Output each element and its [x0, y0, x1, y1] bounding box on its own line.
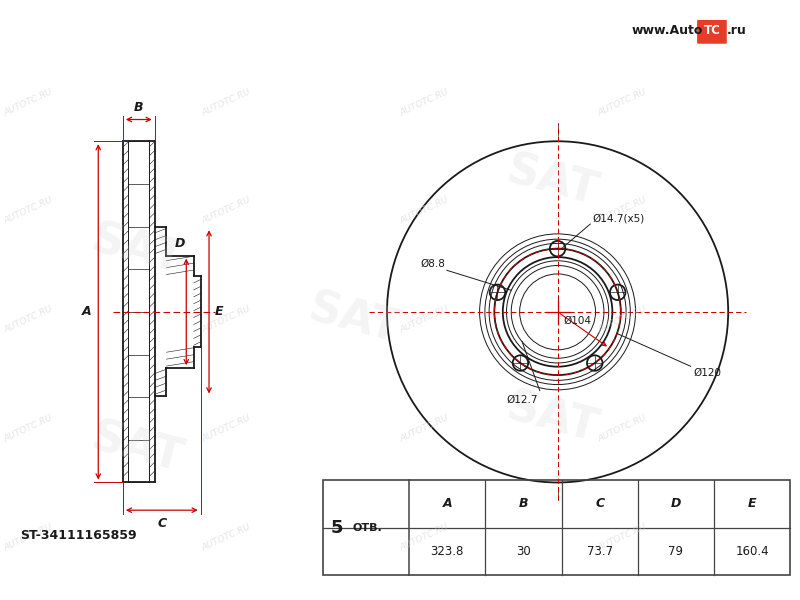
- Text: Ø8.8: Ø8.8: [420, 259, 445, 268]
- Text: E: E: [748, 497, 756, 511]
- Text: TC: TC: [703, 25, 720, 37]
- Text: AUTOTC.RU: AUTOTC.RU: [200, 87, 252, 118]
- Text: 5: 5: [331, 518, 343, 536]
- Text: SAT: SAT: [304, 287, 406, 353]
- Text: www.Auto: www.Auto: [632, 25, 703, 37]
- Text: AUTOTC.RU: AUTOTC.RU: [596, 196, 648, 226]
- Text: AUTOTC.RU: AUTOTC.RU: [596, 413, 648, 444]
- Text: AUTOTC.RU: AUTOTC.RU: [2, 196, 54, 226]
- Text: AUTOTC.RU: AUTOTC.RU: [2, 413, 54, 444]
- Text: AUTOTC.RU: AUTOTC.RU: [2, 522, 54, 553]
- Text: AUTOTC.RU: AUTOTC.RU: [596, 522, 648, 553]
- Text: AUTOTC.RU: AUTOTC.RU: [2, 87, 54, 118]
- Text: AUTOTC.RU: AUTOTC.RU: [398, 522, 450, 553]
- Text: AUTOTC.RU: AUTOTC.RU: [398, 87, 450, 118]
- Text: D: D: [670, 497, 681, 511]
- Text: SAT: SAT: [86, 416, 188, 481]
- Text: Ø104: Ø104: [563, 316, 591, 326]
- Text: ST-34111165859: ST-34111165859: [20, 529, 137, 542]
- Text: AUTOTC.RU: AUTOTC.RU: [2, 305, 54, 335]
- Text: AUTOTC.RU: AUTOTC.RU: [596, 87, 648, 118]
- Text: Ø14.7(x5): Ø14.7(x5): [592, 213, 645, 223]
- Text: D: D: [175, 237, 186, 250]
- FancyBboxPatch shape: [697, 20, 726, 44]
- Text: ОТВ.: ОТВ.: [353, 523, 382, 533]
- Text: AUTOTC.RU: AUTOTC.RU: [200, 305, 252, 335]
- Text: 79: 79: [668, 545, 683, 558]
- Text: .ru: .ru: [726, 25, 746, 37]
- Text: AUTOTC.RU: AUTOTC.RU: [596, 305, 648, 335]
- Text: A: A: [82, 305, 91, 319]
- Text: 30: 30: [516, 545, 531, 558]
- Text: AUTOTC.RU: AUTOTC.RU: [200, 522, 252, 553]
- Text: A: A: [442, 497, 452, 511]
- Text: AUTOTC.RU: AUTOTC.RU: [398, 305, 450, 335]
- Text: Ø12.7: Ø12.7: [506, 395, 538, 404]
- Text: B: B: [518, 497, 528, 511]
- Bar: [323, 480, 790, 575]
- Text: AUTOTC.RU: AUTOTC.RU: [200, 196, 252, 226]
- Text: 160.4: 160.4: [735, 545, 769, 558]
- Text: 323.8: 323.8: [430, 545, 464, 558]
- Text: C: C: [158, 517, 166, 530]
- Text: AUTOTC.RU: AUTOTC.RU: [200, 413, 252, 444]
- Text: C: C: [595, 497, 604, 511]
- Text: SAT: SAT: [502, 386, 603, 452]
- Text: E: E: [215, 305, 223, 319]
- Text: SAT: SAT: [502, 148, 603, 214]
- Text: AUTOTC.RU: AUTOTC.RU: [398, 196, 450, 226]
- Text: SAT: SAT: [86, 218, 188, 283]
- Text: B: B: [134, 101, 143, 113]
- Text: 73.7: 73.7: [586, 545, 613, 558]
- Text: AUTOTC.RU: AUTOTC.RU: [398, 413, 450, 444]
- Text: Ø120: Ø120: [694, 368, 722, 378]
